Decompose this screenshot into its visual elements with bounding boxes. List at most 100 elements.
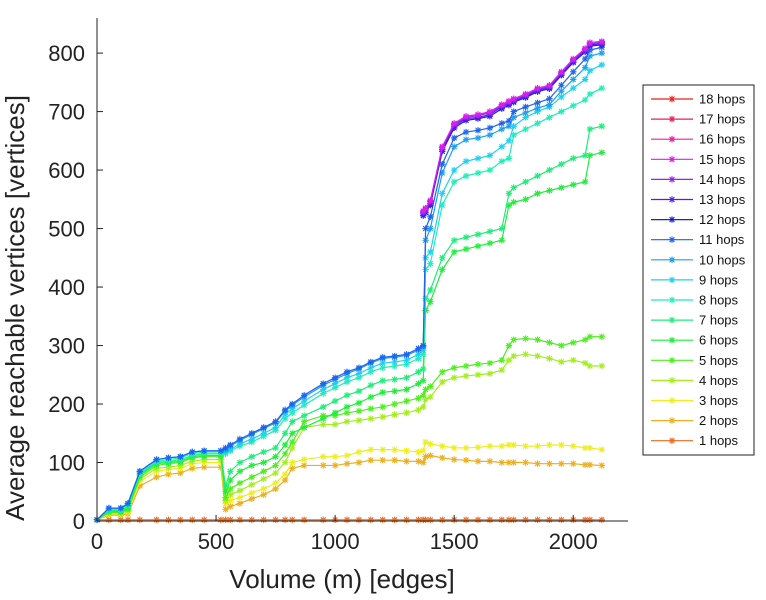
series-15-hops [420, 38, 606, 215]
data-point [427, 286, 434, 294]
data-point [415, 351, 422, 358]
data-point [486, 458, 494, 465]
data-point [586, 67, 594, 74]
data-point [439, 516, 446, 524]
data-point [522, 196, 529, 203]
data-point [300, 456, 308, 463]
data-point [403, 458, 410, 465]
legend-box [642, 84, 755, 456]
data-point [236, 494, 244, 501]
series-layer [93, 38, 606, 524]
data-point [165, 454, 172, 462]
data-point [300, 397, 308, 405]
data-point [558, 358, 565, 366]
legend-label: 16 hops [699, 132, 746, 147]
data-point [415, 345, 422, 352]
data-point [248, 473, 255, 481]
data-point [581, 96, 589, 104]
data-point [227, 446, 234, 453]
data-point [289, 438, 296, 446]
data-point [367, 516, 375, 524]
data-point [189, 458, 196, 465]
legend-marker [668, 256, 676, 263]
data-point [522, 335, 529, 342]
data-point [510, 441, 517, 449]
y-tick-label: 500 [48, 217, 85, 242]
y-axis-title: Average reachable vertices [vertices] [0, 95, 30, 521]
data-point [586, 125, 594, 133]
data-point [598, 123, 606, 130]
data-point [355, 459, 363, 466]
data-point [427, 248, 434, 256]
data-point [355, 516, 363, 524]
data-point [379, 516, 386, 524]
data-point [439, 442, 446, 450]
data-point [570, 84, 577, 92]
data-point [422, 295, 429, 302]
data-point [343, 378, 351, 385]
data-point [546, 187, 553, 194]
data-point [420, 207, 427, 215]
data-point [367, 456, 375, 464]
data-point [450, 444, 458, 452]
data-point [546, 460, 553, 467]
data-point [355, 364, 363, 371]
legend-entry: 3 hops [651, 393, 739, 408]
data-point [422, 386, 429, 393]
data-point [422, 516, 429, 524]
data-point [450, 237, 458, 244]
data-point [420, 347, 427, 354]
data-point [505, 356, 513, 364]
data-point [546, 166, 553, 174]
legend-label: 3 hops [699, 393, 739, 408]
legend-entry: 10 hops [651, 252, 746, 267]
data-point [558, 342, 565, 349]
data-point [300, 516, 308, 524]
legend-entry: 9 hops [651, 272, 739, 287]
data-point [439, 143, 446, 150]
data-point [260, 516, 267, 524]
data-point [462, 136, 470, 143]
data-point [343, 516, 351, 524]
data-point [450, 374, 458, 381]
data-point [248, 516, 255, 524]
data-point [498, 459, 505, 466]
data-point [248, 435, 255, 443]
data-point [586, 52, 594, 60]
data-point [165, 516, 172, 524]
data-point [558, 87, 565, 95]
data-point [422, 453, 429, 460]
data-point [534, 120, 541, 127]
data-point [558, 441, 565, 449]
data-point [486, 239, 494, 247]
legend-entry: 13 hops [651, 192, 746, 207]
legend-label: 8 hops [699, 293, 739, 308]
data-point [558, 68, 565, 76]
data-point [546, 355, 553, 362]
data-point [498, 225, 505, 232]
data-point [415, 406, 422, 414]
data-point [222, 494, 229, 501]
axes [96, 18, 628, 522]
data-point [236, 487, 244, 494]
data-point [422, 225, 429, 232]
data-point [498, 101, 505, 108]
data-point [570, 155, 577, 162]
data-point [462, 456, 470, 464]
data-point [200, 516, 208, 524]
data-point [462, 362, 470, 370]
legend-entry: 6 hops [651, 333, 739, 348]
data-point [281, 411, 289, 418]
data-point [534, 442, 541, 450]
data-point [415, 516, 422, 524]
data-point [403, 409, 410, 416]
data-point [427, 260, 434, 267]
data-point [343, 418, 351, 425]
data-point [289, 418, 296, 425]
data-point [498, 120, 505, 127]
data-point [320, 380, 327, 387]
data-point [522, 178, 529, 185]
data-point [558, 460, 565, 467]
data-point [522, 125, 529, 133]
data-point [598, 149, 606, 156]
